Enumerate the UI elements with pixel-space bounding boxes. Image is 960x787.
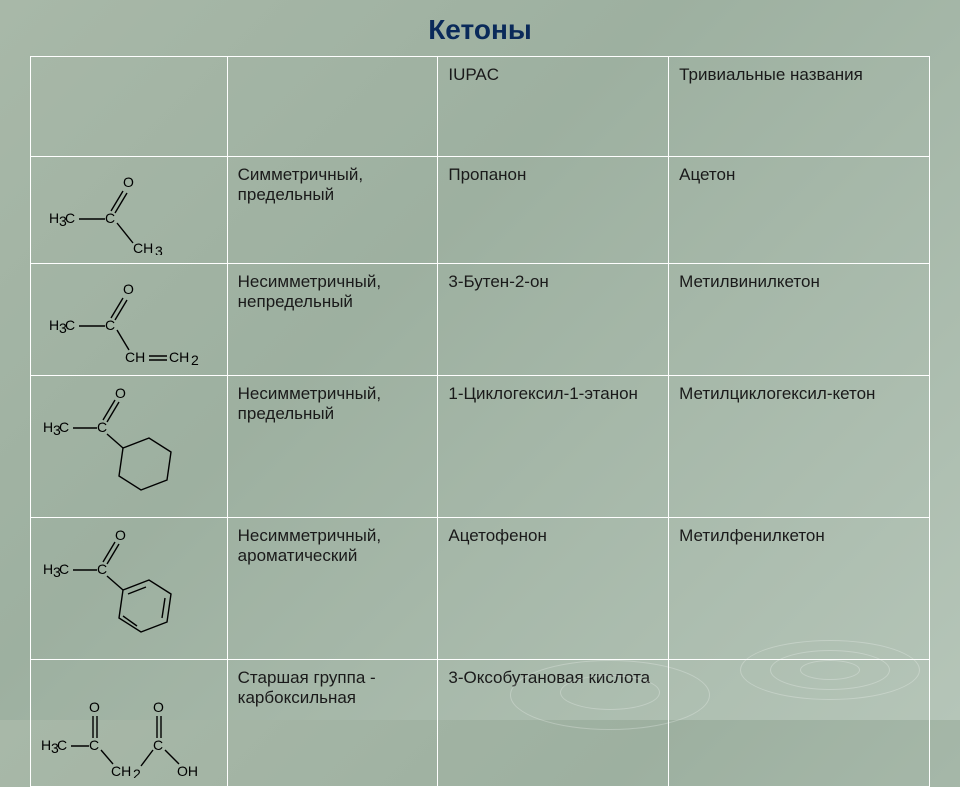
svg-text:C: C: [97, 561, 107, 577]
structure-cell: H3C C O: [31, 376, 228, 518]
svg-text:O: O: [115, 527, 126, 543]
svg-text:C: C: [59, 419, 69, 435]
structure-cyclohexyl-icon: H3C C O: [41, 384, 211, 509]
structure-oxobutanoic-icon: H3C C O CH2 C O OH: [41, 668, 216, 778]
iupac-cell: 1-Циклогексил-1-этанон: [438, 376, 669, 518]
svg-text:CH: CH: [125, 349, 145, 365]
header-description: [227, 57, 438, 157]
structure-cell: H3C C O CH2 C O OH: [31, 660, 228, 787]
svg-text:O: O: [115, 385, 126, 401]
svg-text:H: H: [49, 317, 59, 333]
header-trivial: Тривиальные названия: [669, 57, 930, 157]
structure-mvk-icon: H3C C O CH CH2: [41, 272, 211, 367]
trivial-cell: Метилвинилкетон: [669, 264, 930, 376]
svg-text:C: C: [65, 317, 75, 333]
svg-text:C: C: [153, 737, 163, 753]
description-cell: Старшая группа - карбоксильная: [227, 660, 438, 787]
table-row: H3C C O CH2 C O OH Старшая группа - карб…: [31, 660, 930, 787]
svg-text:C: C: [105, 317, 115, 333]
structure-cell: H3C C O CH3: [31, 157, 228, 264]
description-cell: Симметричный, предельный: [227, 157, 438, 264]
svg-text:H: H: [43, 561, 53, 577]
svg-text:2: 2: [133, 766, 141, 778]
svg-text:CH: CH: [111, 763, 131, 778]
iupac-cell: 3-Бутен-2-он: [438, 264, 669, 376]
description-cell: Несимметричный, ароматический: [227, 518, 438, 660]
svg-text:C: C: [105, 210, 115, 226]
svg-text:3: 3: [155, 243, 163, 255]
svg-text:CH: CH: [133, 240, 153, 255]
svg-text:O: O: [89, 699, 100, 715]
svg-text:OH: OH: [177, 763, 198, 778]
svg-text:CH: CH: [169, 349, 189, 365]
svg-text:C: C: [97, 419, 107, 435]
svg-text:C: C: [59, 561, 69, 577]
header-row: IUPAC Тривиальные названия: [31, 57, 930, 157]
trivial-cell: Метилциклогексил-кетон: [669, 376, 930, 518]
svg-text:O: O: [123, 281, 134, 297]
trivial-cell: [669, 660, 930, 787]
trivial-cell: Ацетон: [669, 157, 930, 264]
svg-text:H: H: [43, 419, 53, 435]
ketones-table: IUPAC Тривиальные названия H3C C O CH3 С…: [30, 56, 930, 787]
iupac-cell: Пропанон: [438, 157, 669, 264]
iupac-cell: 3-Оксобутановая кислота: [438, 660, 669, 787]
svg-text:C: C: [57, 737, 67, 753]
iupac-cell: Ацетофенон: [438, 518, 669, 660]
trivial-cell: Метилфенилкетон: [669, 518, 930, 660]
svg-text:C: C: [65, 210, 75, 226]
table-row: H3C C O Несимметричный, ароматический Ац…: [31, 518, 930, 660]
header-iupac: IUPAC: [438, 57, 669, 157]
table-row: H3C C O CH3 Симметричный, предельный Про…: [31, 157, 930, 264]
description-cell: Несимметричный, непредельный: [227, 264, 438, 376]
description-cell: Несимметричный, предельный: [227, 376, 438, 518]
header-structure: [31, 57, 228, 157]
structure-acetophenone-icon: H3C C O: [41, 526, 211, 651]
svg-text:H: H: [49, 210, 59, 226]
svg-text:O: O: [153, 699, 164, 715]
page-title: Кетоны: [0, 0, 960, 56]
svg-text:O: O: [123, 174, 134, 190]
svg-text:2: 2: [191, 352, 199, 367]
svg-text:H: H: [41, 737, 51, 753]
structure-cell: H3C C O CH CH2: [31, 264, 228, 376]
table-row: H3C C O Несимметричный, предельный 1-Цик…: [31, 376, 930, 518]
table-row: H3C C O CH CH2 Несимметричный, непредель…: [31, 264, 930, 376]
structure-cell: H3C C O: [31, 518, 228, 660]
svg-text:C: C: [89, 737, 99, 753]
structure-acetone-icon: H3C C O CH3: [41, 165, 211, 255]
